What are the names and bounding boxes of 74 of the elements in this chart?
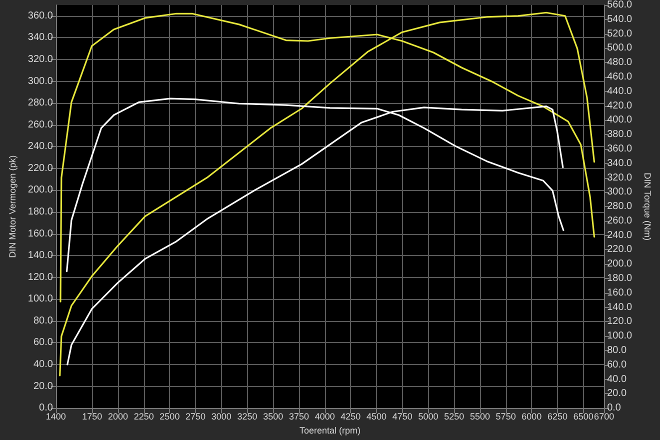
y2-tick-label: 420.0 [607, 100, 633, 112]
y2-tick-label: 200.0 [607, 258, 633, 270]
x-tick-label: 6000 [522, 412, 542, 422]
x-tick-label: 3500 [263, 412, 284, 422]
y2-tick-label: 560.0 [607, 0, 633, 10]
y2-tick-label: 60.0 [607, 359, 627, 370]
x-tick-label: 3000 [211, 412, 232, 422]
x-tick-label: 2500 [160, 412, 180, 422]
y-tick-label: 200.0 [28, 184, 54, 196]
y2-tick-label: 260.0 [607, 215, 633, 226]
y2-tick-label: 540.0 [607, 14, 633, 25]
y-tick-label: 40.0 [33, 359, 54, 370]
y-tick-label: 260.0 [28, 119, 54, 130]
x-axis-title: Toerental (rpm) [299, 426, 361, 436]
y2-tick-label: 20.0 [607, 388, 627, 400]
y-tick-label: 340.0 [28, 32, 54, 44]
x-tick-label: 5500 [470, 412, 490, 422]
x-tick-label: 5000 [418, 412, 438, 422]
x-tick-label: 2750 [186, 412, 206, 422]
x-tick-label: 1400 [46, 412, 66, 422]
y-tick-label: 240.0 [28, 141, 54, 152]
y-tick-label: 140.0 [28, 250, 54, 262]
y-tick-label: 220.0 [28, 162, 54, 174]
y-axis-title: DIN Motor Vermogen (pk) [8, 155, 18, 258]
y2-tick-label: 0.0 [607, 402, 622, 414]
y2-tick-label: 280.0 [607, 201, 633, 212]
y2-tick-label: 460.0 [607, 71, 633, 82]
x-tick-label: 4500 [366, 412, 387, 422]
y2-tick-label: 480.0 [607, 57, 633, 68]
y2-tick-label: 400.0 [607, 114, 633, 126]
x-tick-label: 5250 [444, 412, 464, 422]
x-tick-label: 3250 [237, 412, 258, 422]
y-tick-label: 60.0 [33, 337, 54, 348]
y-tick-label: 360.0 [28, 10, 54, 22]
x-tick-label: 2250 [134, 412, 154, 422]
y2-tick-label: 40.0 [607, 374, 627, 385]
x-tick-label: 4000 [314, 412, 335, 422]
x-tick-label: 6700 [594, 412, 614, 422]
y2-tick-label: 500.0 [607, 42, 633, 54]
y-tick-label: 100.0 [28, 294, 54, 305]
y2-tick-label: 100.0 [607, 330, 633, 342]
line-series [59, 12, 596, 376]
x-tick-label: 2000 [108, 412, 128, 422]
y-tick-label: 160.0 [28, 228, 54, 240]
y-tick-label: 280.0 [28, 98, 54, 109]
x-tick-label: 6250 [548, 412, 568, 422]
y2-axis-title: DIN Torque (Nm) [642, 172, 652, 240]
y2-tick-label: 220.0 [607, 244, 633, 256]
y2-tick-label: 340.0 [607, 158, 633, 169]
y-tick-label: 180.0 [28, 206, 54, 218]
y2-tick-label: 140.0 [607, 302, 633, 313]
y-tick-label: 120.0 [28, 272, 54, 283]
y2-tick-label: 320.0 [607, 172, 633, 184]
y2-tick-label: 440.0 [607, 86, 633, 97]
y-tick-label: 0.0 [39, 402, 54, 414]
y2-tick-label: 240.0 [607, 230, 633, 241]
y-tick-label: 320.0 [28, 54, 54, 65]
y-tick-label: 80.0 [33, 315, 54, 326]
y2-tick-label: 120.0 [607, 316, 633, 328]
y2-tick-label: 160.0 [607, 287, 633, 298]
x-tick-label: 3750 [288, 412, 309, 422]
y-tick-label: 20.0 [33, 380, 54, 392]
y2-tick-label: 380.0 [607, 129, 633, 140]
x-tick-label: 6500 [573, 412, 594, 422]
y2-tick-label: 80.0 [607, 345, 627, 356]
x-tick-label: 4250 [340, 412, 361, 422]
x-tick-label: 1750 [82, 412, 102, 422]
y-tick-label: 300.0 [28, 76, 54, 87]
x-tick-label: 4750 [392, 412, 412, 422]
y2-tick-label: 180.0 [607, 273, 633, 284]
y2-tick-label: 300.0 [607, 186, 633, 198]
x-tick-label: 5750 [496, 412, 516, 422]
y2-tick-label: 520.0 [607, 28, 633, 40]
y2-tick-label: 360.0 [607, 143, 633, 154]
